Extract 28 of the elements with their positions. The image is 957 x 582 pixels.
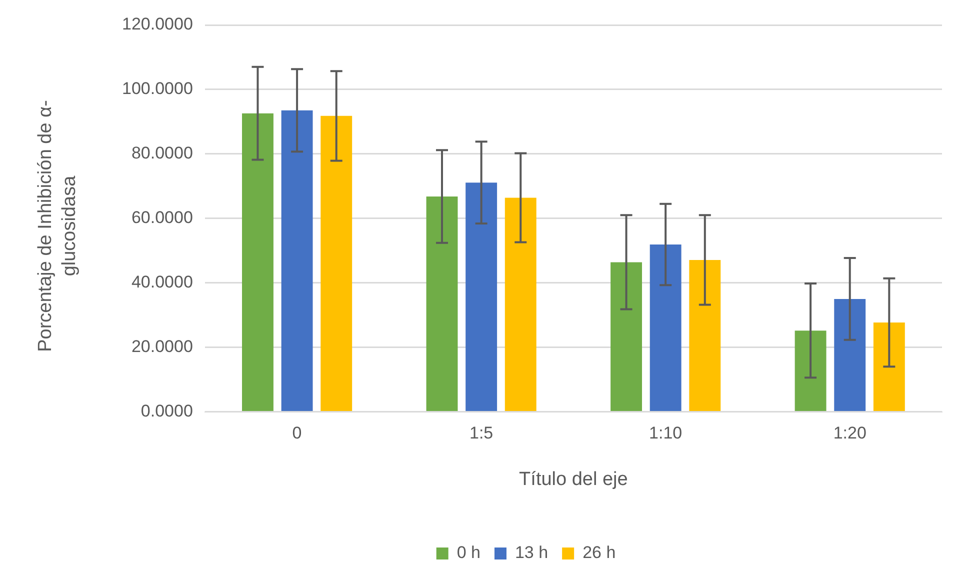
y-tick-label: 40.0000 — [131, 272, 193, 292]
x-tick-label: 0 — [292, 424, 302, 443]
bar — [466, 182, 498, 412]
y-tick-label: 100.0000 — [122, 79, 193, 98]
y-tick-label: 80.0000 — [131, 144, 193, 163]
bar — [650, 244, 682, 412]
bar — [426, 196, 458, 412]
bar — [281, 110, 313, 412]
x-axis-title: Título del eje — [519, 468, 628, 490]
bar — [689, 260, 721, 412]
bar — [242, 113, 274, 412]
y-tick-label: 120.0000 — [122, 14, 193, 34]
bar — [504, 198, 536, 412]
y-tick-label: 20.0000 — [131, 337, 193, 356]
x-tick-label: 1:10 — [649, 424, 682, 443]
legend-label: 0 h — [456, 543, 480, 562]
legend-label: 26 h — [582, 543, 616, 562]
bar — [320, 116, 352, 412]
bar — [873, 322, 905, 412]
y-tick-label: 60.0000 — [131, 208, 193, 228]
y-axis-title: Porcentaje de Inhibición de α-glucosidasa — [34, 99, 81, 354]
y-tick-label: 0.0000 — [140, 401, 193, 420]
legend-label: 13 h — [514, 543, 548, 562]
bar — [834, 298, 866, 412]
x-tick-label: 1:20 — [833, 424, 866, 443]
bar — [610, 262, 642, 412]
bar — [794, 330, 826, 412]
x-tick-label: 1:5 — [469, 424, 494, 443]
